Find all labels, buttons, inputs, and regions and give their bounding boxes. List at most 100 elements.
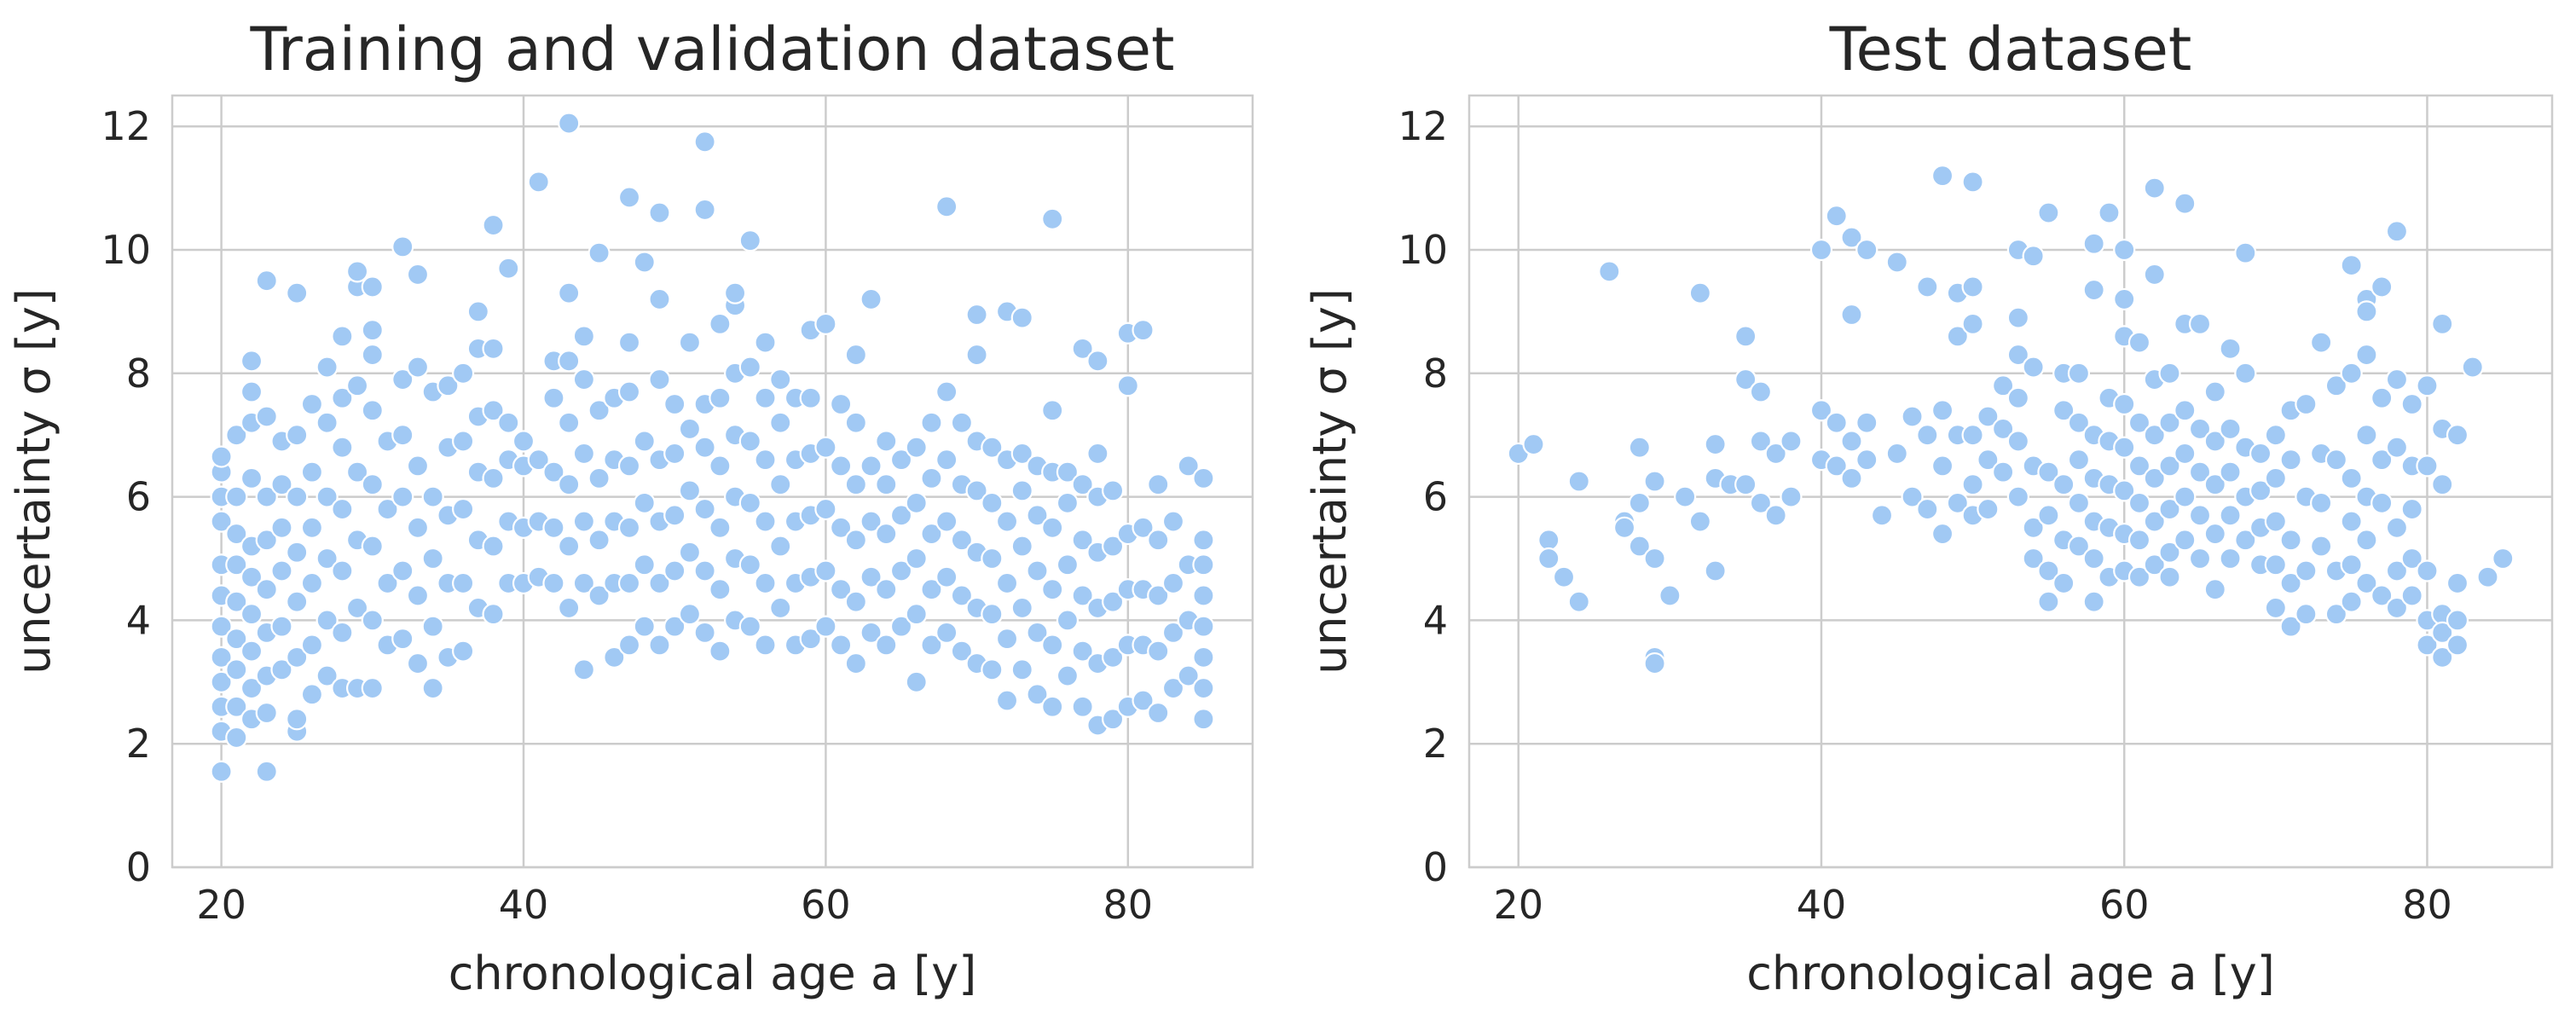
data-point (875, 522, 898, 546)
data-point (2127, 455, 2151, 478)
data-point (2249, 442, 2272, 466)
data-point (588, 241, 611, 264)
data-point (1977, 449, 2000, 472)
data-point (1086, 350, 1109, 373)
data-point (2340, 590, 2363, 613)
data-point (1041, 207, 1064, 230)
data-point (1010, 658, 1033, 681)
y-tick-label: 4 (1423, 597, 1448, 643)
data-point (2082, 232, 2105, 255)
data-point (2416, 559, 2439, 582)
data-point (300, 392, 324, 416)
data-point (2052, 399, 2075, 422)
x-axis-label: chronological age a [y] (449, 947, 977, 1000)
data-point (558, 281, 581, 304)
data-point (633, 491, 656, 514)
data-point (1749, 491, 1773, 514)
data-point (617, 380, 641, 403)
data-point (709, 578, 732, 601)
data-point (1977, 497, 2000, 521)
data-point (588, 399, 611, 422)
data-point (331, 386, 354, 409)
data-point (406, 356, 430, 379)
data-point (406, 263, 430, 287)
data-point (709, 312, 732, 335)
data-point (860, 565, 883, 588)
data-point (225, 628, 248, 651)
data-point (1628, 491, 1651, 514)
data-point (1041, 578, 1064, 601)
data-point (361, 275, 384, 298)
data-point (1177, 664, 1200, 687)
y-tick-label: 8 (1423, 350, 1448, 397)
data-point (633, 251, 656, 274)
data-point (2324, 603, 2347, 626)
data-point (830, 392, 853, 416)
data-point (2340, 254, 2363, 277)
data-point (1961, 473, 1984, 496)
data-point (1086, 442, 1109, 466)
data-point (1041, 399, 1064, 422)
data-point (1147, 640, 1170, 663)
data-point (875, 430, 898, 453)
data-point (2324, 449, 2347, 472)
data-point (376, 497, 399, 521)
data-point (1071, 473, 1094, 496)
data-point (240, 640, 263, 663)
data-point (2127, 565, 2151, 588)
data-point (617, 455, 641, 478)
data-point (2052, 571, 2075, 595)
data-point (361, 535, 384, 558)
data-point (678, 479, 702, 502)
data-point (769, 411, 792, 434)
data-point (2355, 424, 2378, 447)
y-tick-label: 0 (126, 844, 151, 890)
data-point (709, 640, 732, 663)
y-tick-label: 10 (1398, 227, 1448, 273)
data-point (2370, 491, 2394, 514)
data-point (2143, 466, 2166, 489)
data-point (648, 201, 671, 224)
data-point (2461, 356, 2484, 379)
data-point (1961, 275, 1984, 298)
data-point (1071, 695, 1094, 718)
data-point (1643, 470, 1666, 493)
data-point (286, 590, 309, 613)
data-point (950, 584, 973, 607)
data-point (2022, 245, 2045, 268)
data-point (2006, 386, 2029, 409)
data-point (1101, 535, 1125, 558)
data-point (255, 578, 278, 601)
data-point (2113, 287, 2136, 311)
data-point (331, 325, 354, 348)
data-point (2174, 399, 2197, 422)
data-point (2037, 504, 2060, 527)
data-point (1901, 485, 1924, 508)
data-point (814, 615, 837, 638)
data-point (270, 516, 293, 539)
data-point (2022, 356, 2045, 379)
data-point (1734, 368, 1757, 391)
data-point (2143, 177, 2166, 200)
x-axis-label: chronological age a [y] (1746, 947, 2275, 1000)
data-point (2203, 473, 2226, 496)
data-point (2310, 535, 2333, 558)
data-point (2006, 343, 2029, 367)
data-point (225, 553, 248, 576)
data-point (709, 455, 732, 478)
x-tick-label: 60 (2099, 882, 2150, 928)
data-point (663, 392, 686, 416)
data-point (2324, 374, 2347, 397)
data-point (572, 325, 595, 348)
data-point (693, 130, 716, 153)
data-point (738, 615, 761, 638)
data-point (935, 195, 958, 218)
data-point (935, 621, 958, 644)
data-point (421, 676, 444, 700)
data-point (2431, 621, 2454, 644)
data-point (2264, 596, 2287, 620)
data-point (2127, 411, 2151, 434)
data-point (210, 445, 233, 468)
data-point (981, 436, 1004, 459)
data-point (558, 535, 581, 558)
